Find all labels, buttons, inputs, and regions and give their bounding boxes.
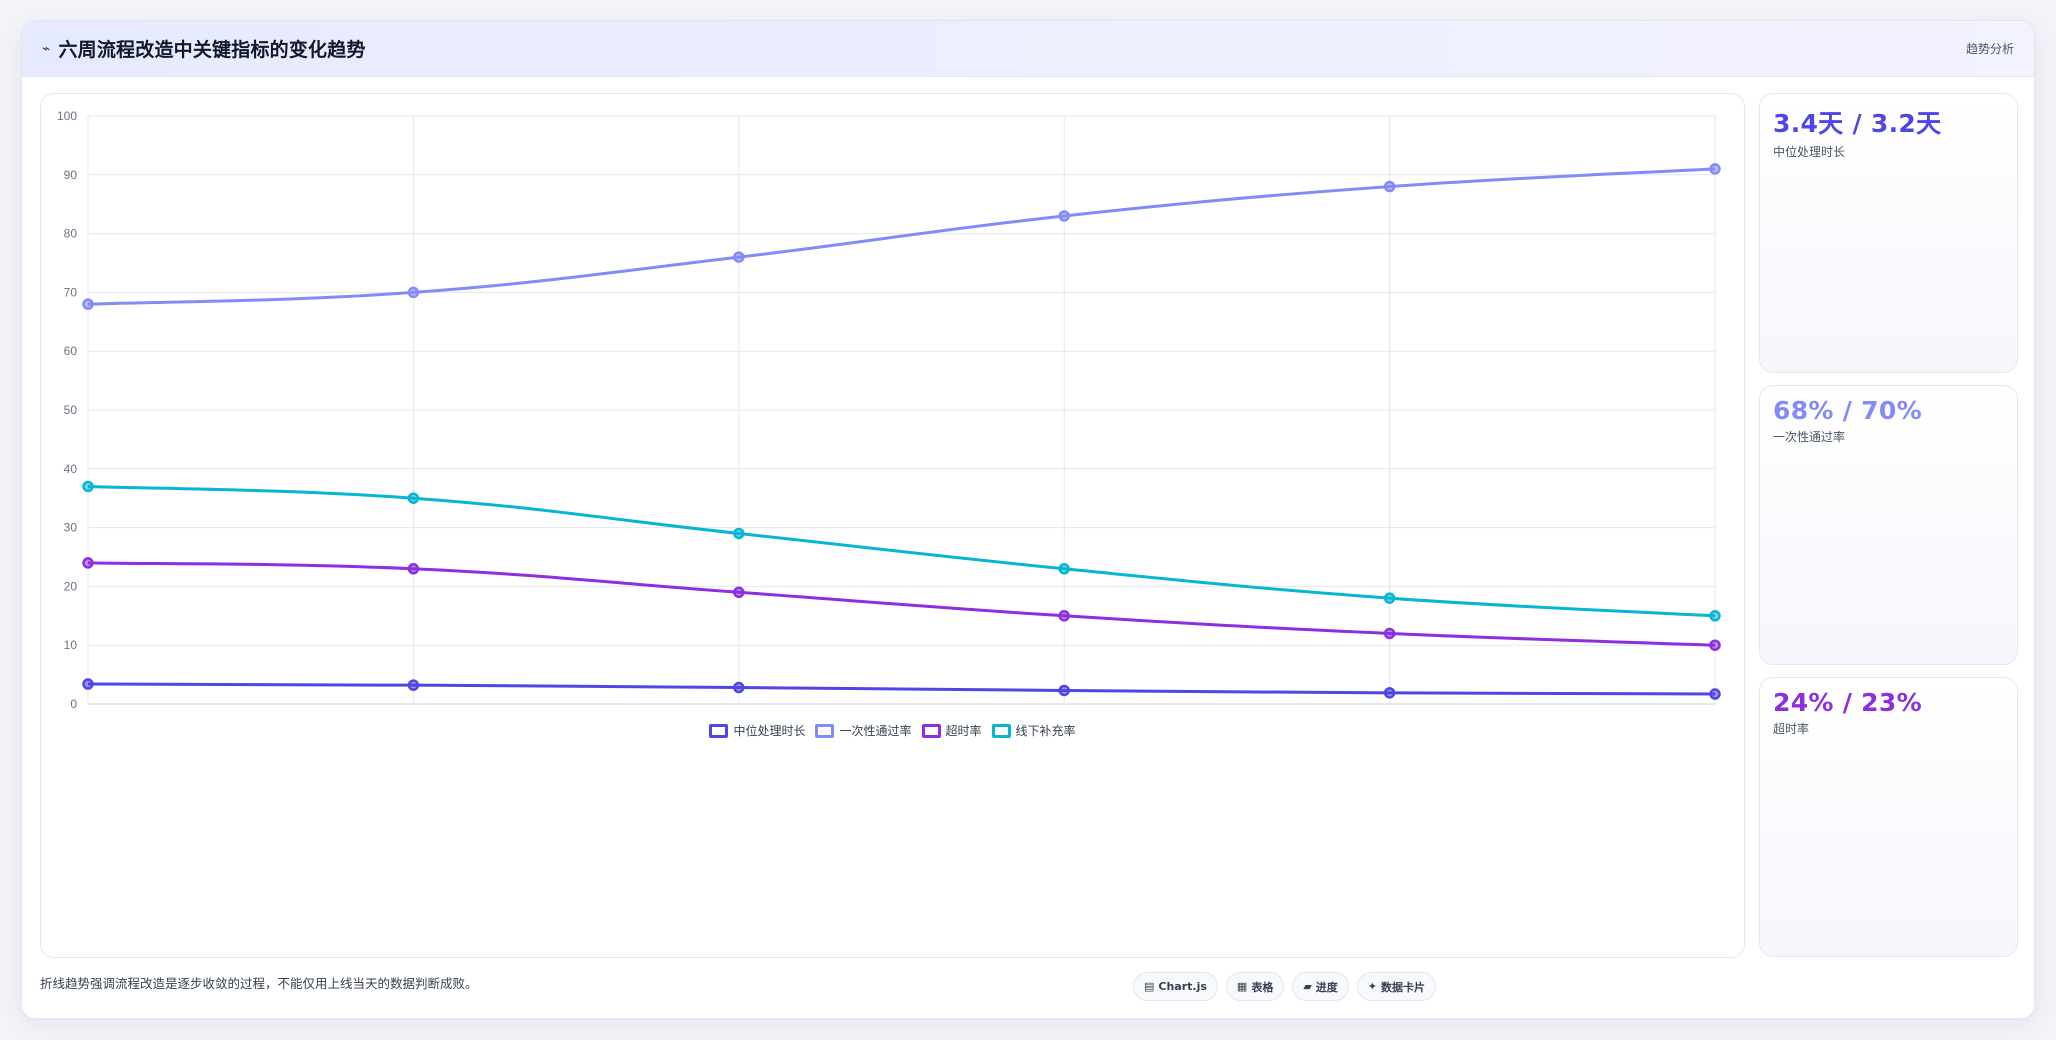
data-point bbox=[733, 527, 745, 540]
data-point bbox=[407, 492, 420, 504]
data-point bbox=[82, 557, 94, 569]
y-tick-label: 60 bbox=[64, 344, 78, 358]
line-chart: 0102030405060708090100第1周第2周第3周第4周第5周第6周 bbox=[57, 109, 1721, 711]
data-point bbox=[82, 678, 94, 690]
card-label: 中位处理时长 bbox=[1773, 145, 1846, 159]
data-point bbox=[733, 586, 745, 599]
pill-label: 数据卡片 bbox=[1381, 980, 1426, 994]
data-point bbox=[1383, 180, 1396, 193]
data-point bbox=[1383, 627, 1396, 640]
pill-table[interactable]: ▦ 表格 bbox=[1225, 972, 1285, 1001]
data-point bbox=[1383, 592, 1396, 604]
y-tick-label: 30 bbox=[64, 521, 78, 535]
data-point bbox=[1058, 684, 1070, 697]
card-icon: ✦ bbox=[1367, 980, 1378, 993]
data-point bbox=[1383, 687, 1396, 699]
data-point bbox=[407, 286, 420, 299]
legend-label: 超时率 bbox=[945, 724, 982, 738]
tag-pills: ▤ Chart.js ▦ 表格 ▰ 进度 ✦ 数据卡片 bbox=[1133, 972, 1437, 1001]
data-point bbox=[1709, 163, 1721, 175]
header-tag: 趋势分析 bbox=[1965, 42, 2014, 56]
data-point bbox=[733, 681, 745, 694]
page-title: 六周流程改造中关键指标的变化趋势 bbox=[58, 39, 366, 61]
table-icon: ▦ bbox=[1236, 980, 1248, 993]
stat-cards: 3.4天 / 3.2天 中位处理时长 68% / 70% 一次性通过率 24% … bbox=[1759, 93, 2018, 969]
chart-panel: 0102030405060708090100第1周第2周第3周第4周第5周第6周… bbox=[40, 93, 1745, 958]
legend-label: 线下补充率 bbox=[1015, 724, 1076, 738]
stat-card: 68% / 70% 一次性通过率 bbox=[1759, 385, 2018, 665]
data-point bbox=[1058, 563, 1070, 575]
series-line bbox=[87, 682, 1716, 696]
legend-item[interactable]: 中位处理时长 bbox=[709, 722, 805, 739]
data-point bbox=[407, 679, 420, 691]
pill-progress[interactable]: ▰ 进度 bbox=[1292, 972, 1349, 1001]
y-tick-label: 40 bbox=[64, 462, 78, 476]
data-point bbox=[407, 563, 420, 575]
data-point bbox=[1058, 610, 1070, 622]
data-point bbox=[1058, 210, 1070, 222]
y-tick-label: 20 bbox=[64, 579, 78, 593]
legend-swatch bbox=[815, 723, 835, 738]
legend-swatch bbox=[991, 723, 1011, 738]
y-tick-label: 0 bbox=[70, 697, 77, 711]
chart-line-icon: ⌁ bbox=[42, 40, 51, 57]
legend-label: 中位处理时长 bbox=[733, 724, 806, 738]
legend-swatch bbox=[709, 723, 729, 738]
y-tick-label: 10 bbox=[64, 638, 78, 652]
stat-card: 3.4天 / 3.2天 中位处理时长 bbox=[1759, 93, 2018, 373]
progress-icon: ▰ bbox=[1303, 980, 1312, 993]
card-value: 3.4天 / 3.2天 bbox=[1773, 109, 1942, 138]
footer-note: 折线趋势强调流程改造是逐步收敛的过程，不能仅用上线当天的数据判断成败。 bbox=[40, 976, 478, 991]
data-point bbox=[82, 298, 94, 310]
card-label: 一次性通过率 bbox=[1773, 430, 1846, 444]
pill-label: 进度 bbox=[1315, 980, 1338, 994]
pill-label: Chart.js bbox=[1158, 980, 1207, 993]
card-value: 24% / 23% bbox=[1773, 688, 1922, 717]
chart-icon: ▤ bbox=[1144, 980, 1155, 993]
card-value: 68% / 70% bbox=[1773, 396, 1922, 425]
card-label: 超时率 bbox=[1773, 722, 1810, 736]
data-point bbox=[1709, 688, 1721, 700]
stat-card: 24% / 23% 超时率 bbox=[1759, 677, 2018, 957]
legend-item[interactable]: 线下补充率 bbox=[991, 722, 1076, 739]
title-wrap: ⌁ 六周流程改造中关键指标的变化趋势 bbox=[42, 35, 366, 62]
data-point bbox=[82, 480, 94, 493]
data-point bbox=[1709, 639, 1721, 651]
y-tick-label: 50 bbox=[64, 403, 78, 417]
pill-data-card[interactable]: ✦ 数据卡片 bbox=[1356, 972, 1437, 1001]
y-tick-label: 70 bbox=[64, 285, 78, 299]
data-point bbox=[1709, 610, 1721, 622]
pill-chartjs[interactable]: ▤ Chart.js bbox=[1133, 972, 1218, 1001]
y-tick-label: 90 bbox=[64, 168, 78, 182]
y-tick-label: 100 bbox=[57, 109, 77, 123]
legend-item[interactable]: 超时率 bbox=[921, 722, 982, 739]
series-line bbox=[87, 561, 1716, 647]
legend-item[interactable]: 一次性通过率 bbox=[815, 722, 912, 739]
series-line bbox=[87, 484, 1716, 618]
data-point bbox=[733, 251, 745, 263]
header: ⌁ 六周流程改造中关键指标的变化趋势 趋势分析 bbox=[22, 21, 2034, 77]
legend-label: 一次性通过率 bbox=[839, 724, 912, 738]
chart-legend: 中位处理时长 一次性通过率 超时率 线下补充率 bbox=[41, 722, 1744, 739]
pill-label: 表格 bbox=[1251, 980, 1274, 994]
y-tick-label: 80 bbox=[64, 227, 78, 241]
app-window: ⌁ 六周流程改造中关键指标的变化趋势 趋势分析 0 10 20 30 40 50 60 70 8… bbox=[21, 20, 2035, 1019]
legend-swatch bbox=[921, 723, 941, 738]
series-line bbox=[87, 167, 1716, 306]
